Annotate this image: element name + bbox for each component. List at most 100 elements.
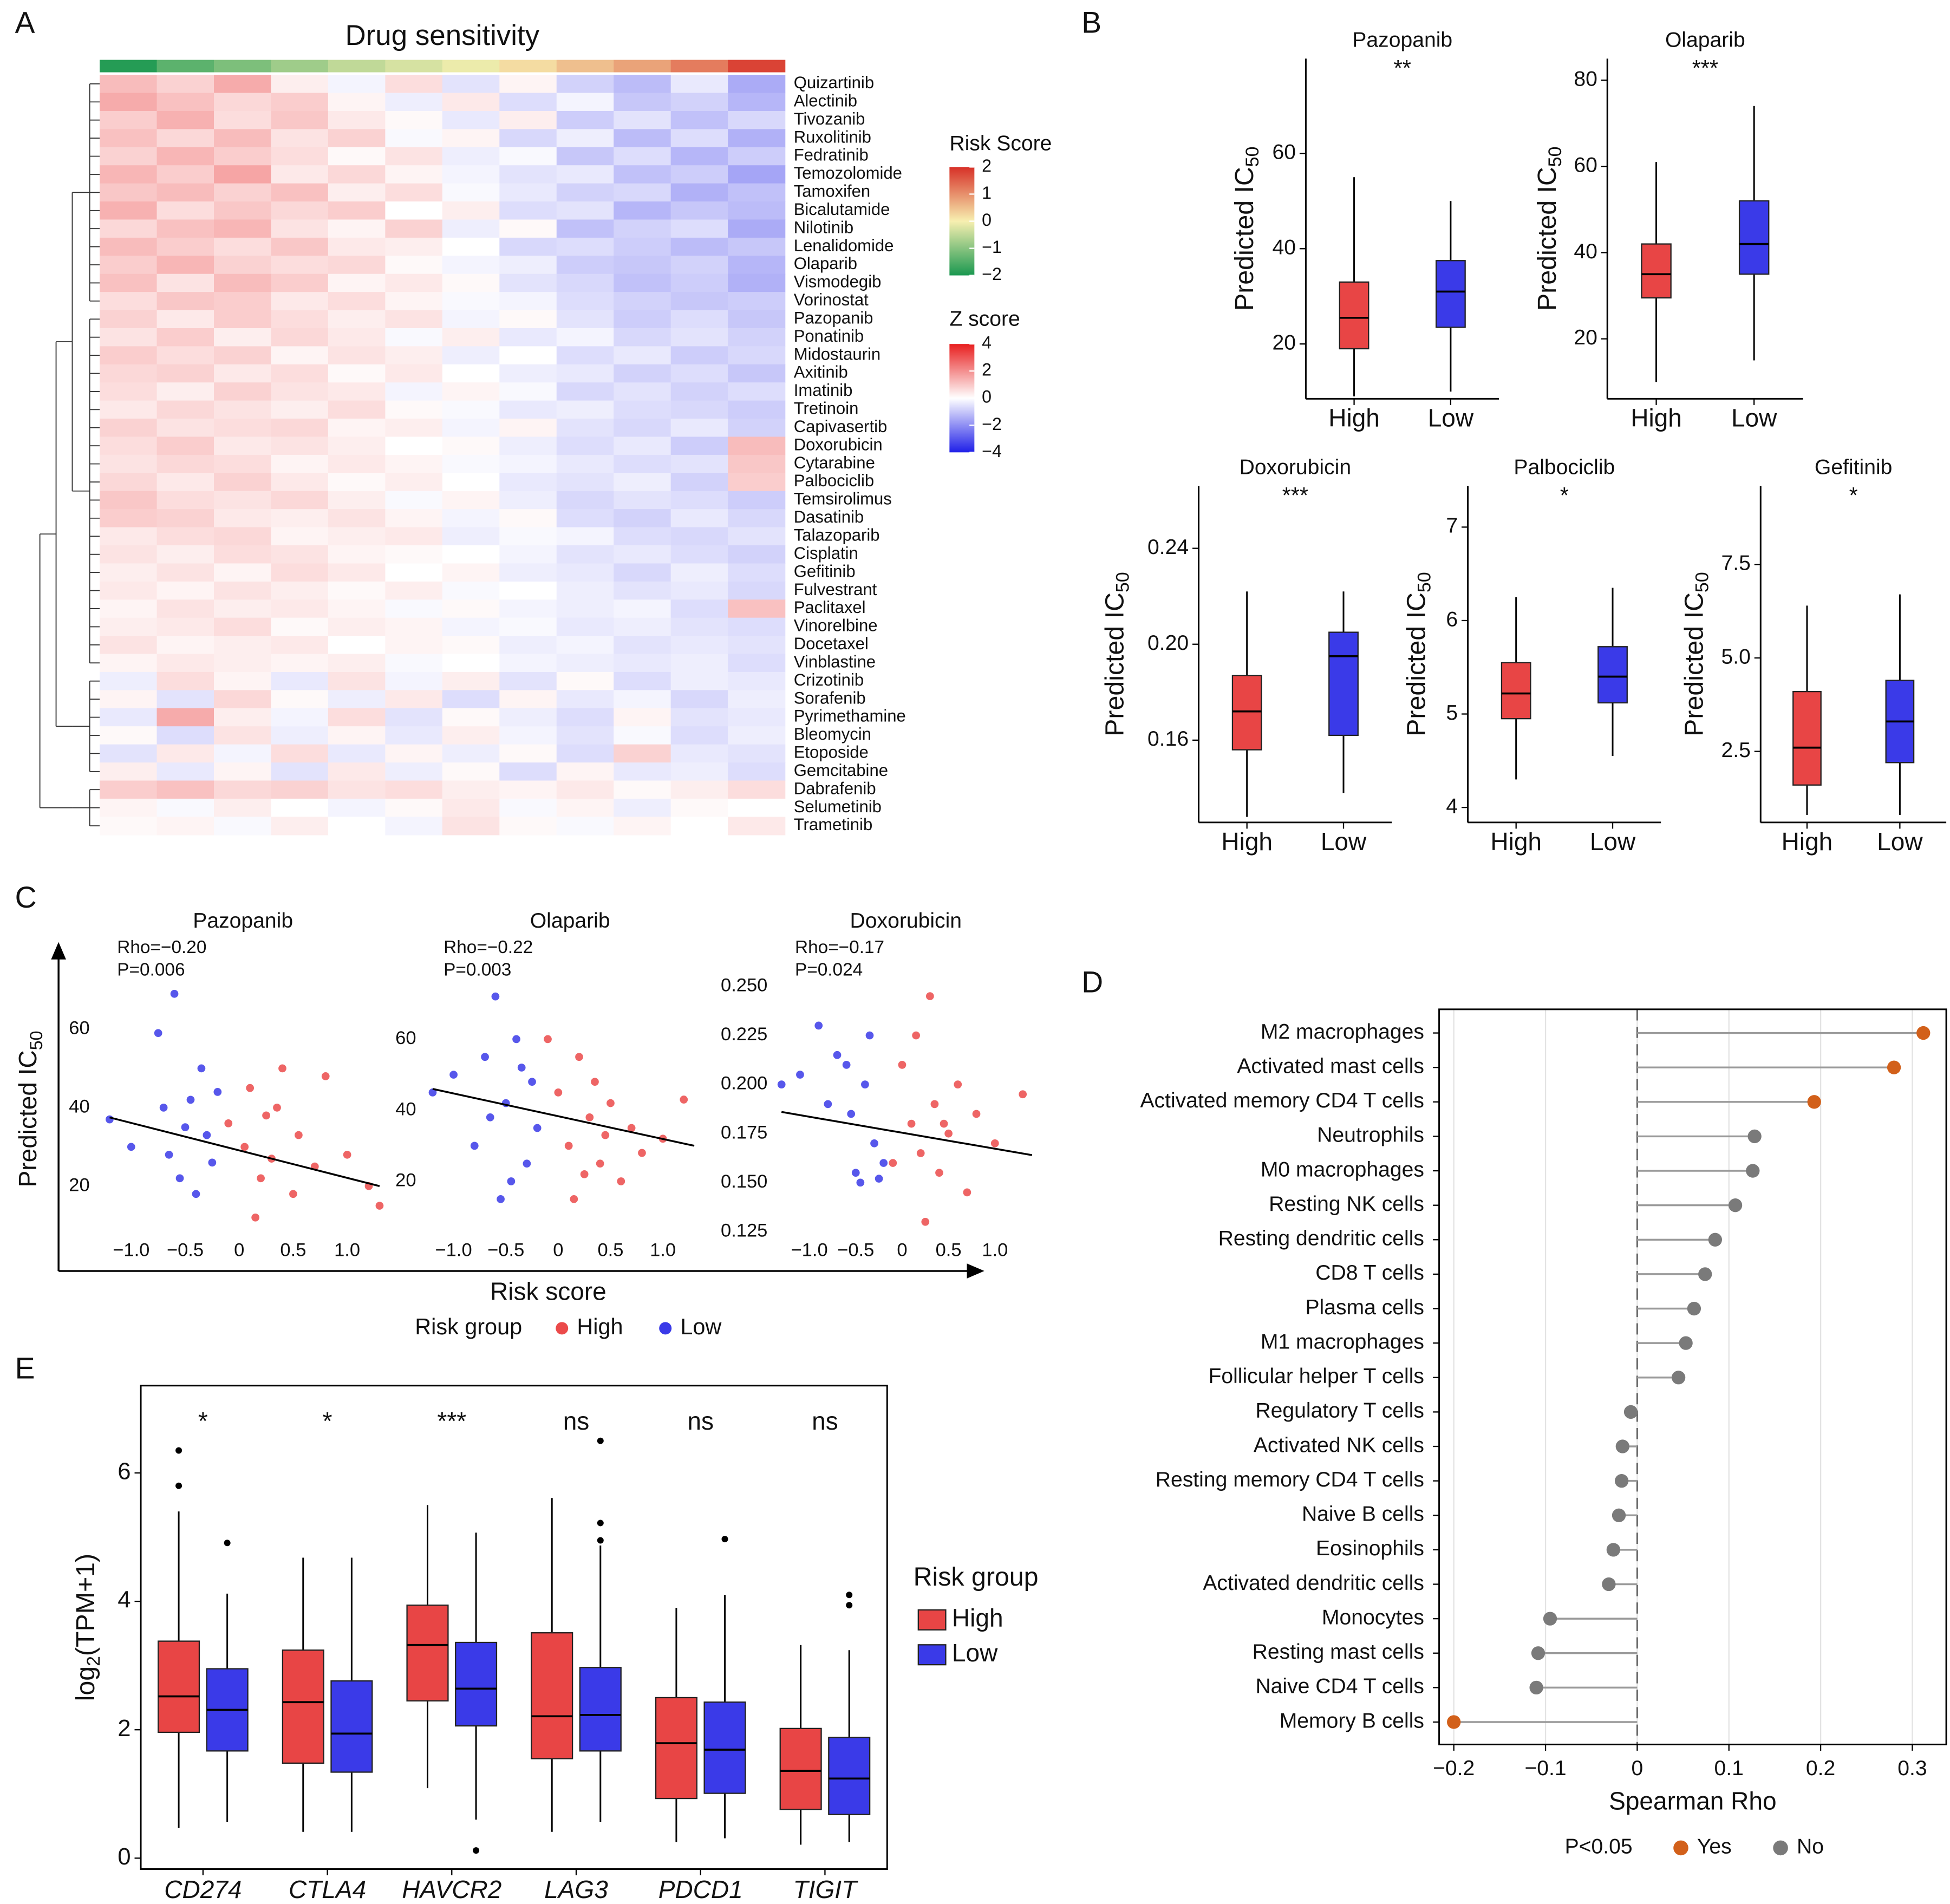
heat-cell: [670, 708, 728, 727]
x-tick-label: 0: [553, 1240, 563, 1260]
heat-cell: [728, 75, 786, 94]
heat-cell: [614, 563, 671, 582]
heat-cell: [213, 654, 272, 673]
heat-cell: [385, 147, 443, 166]
significance: ns: [812, 1407, 838, 1435]
heat-cell: [100, 93, 158, 112]
heat-cell: [385, 93, 443, 112]
heat-cell: [556, 165, 614, 184]
heat-cell: [213, 256, 272, 275]
row-label: Pazopanib: [794, 308, 873, 327]
y-axis-label-part: Predicted IC: [1230, 167, 1259, 311]
x-tick-label: CD274: [164, 1875, 242, 1903]
heat-cell: [442, 93, 500, 112]
point: [564, 1142, 573, 1150]
heat-cell: [499, 726, 557, 745]
heat-cell: [614, 654, 671, 673]
point: [106, 1115, 114, 1124]
heat-cell: [499, 563, 557, 582]
heat-cell: [442, 690, 500, 709]
legend-marker: [1773, 1840, 1788, 1856]
heat-cell: [100, 273, 158, 292]
heat-cell: [556, 129, 614, 148]
heat-cell: [442, 491, 500, 510]
outlier: [175, 1447, 182, 1454]
y-tick-label: Activated memory CD4 T cells: [1140, 1089, 1424, 1112]
point: [777, 1080, 786, 1088]
heat-cell: [385, 310, 443, 329]
heat-cell: [328, 654, 386, 673]
heat-cell: [328, 147, 386, 166]
heat-cell: [156, 671, 214, 691]
heat-cell: [499, 527, 557, 546]
heat-cell: [328, 690, 386, 709]
row-label: Selumetinib: [794, 797, 882, 816]
heat-cell: [556, 726, 614, 745]
heat-cell: [442, 545, 500, 564]
dot: [1623, 1405, 1638, 1419]
y-tick-label: 40: [1272, 236, 1296, 259]
heat-cell: [499, 436, 557, 455]
x-tick-label: TIGIT: [793, 1875, 858, 1903]
risk-cell: [670, 60, 728, 73]
y-axis-label: Predicted IC50: [1230, 147, 1263, 311]
heat-cell: [328, 509, 386, 528]
heat-cell: [614, 545, 671, 564]
point: [851, 1169, 860, 1177]
row-label: Ponatinib: [794, 327, 864, 345]
x-tick-label: 0.5: [280, 1240, 306, 1260]
heat-cell: [556, 563, 614, 582]
heat-cell: [156, 491, 214, 510]
y-axis-label: Predicted IC50: [1100, 572, 1133, 736]
x-tick-label: 1.0: [650, 1240, 676, 1260]
x-tick-label: −0.2: [1433, 1757, 1475, 1780]
row-label: Cytarabine: [794, 453, 875, 472]
x-tick-label: −1.0: [791, 1240, 828, 1260]
chart-title: Olaparib: [530, 909, 610, 933]
y-axis-label-part: log: [71, 1666, 100, 1701]
heat-cell: [670, 382, 728, 401]
heat-cell: [385, 110, 443, 130]
heat-cell: [728, 636, 786, 655]
heat-cell: [156, 726, 214, 745]
row-label: Gefitinib: [794, 562, 856, 581]
heat-cell: [213, 491, 272, 510]
box: [703, 1701, 746, 1794]
heat-cell: [556, 690, 614, 709]
y-tick-label: 0: [118, 1843, 131, 1870]
heat-cell: [100, 256, 158, 275]
y-tick-label: M2 macrophages: [1261, 1020, 1424, 1044]
heat-cell: [213, 636, 272, 655]
x-tick-label: 1.0: [334, 1240, 360, 1260]
point: [528, 1078, 536, 1086]
y-tick-label: Plasma cells: [1305, 1296, 1424, 1319]
heat-cell: [328, 581, 386, 600]
heat-cell: [442, 798, 500, 817]
heat-cell: [670, 201, 728, 220]
box: [406, 1605, 449, 1702]
point: [814, 1021, 823, 1030]
dot: [1746, 1164, 1760, 1178]
heat-cell: [271, 744, 329, 763]
y-tick-label: 40: [395, 1099, 416, 1119]
heat-cell: [271, 419, 329, 438]
frame: [140, 1385, 888, 1870]
heat-cell: [442, 310, 500, 329]
dot: [1887, 1060, 1901, 1074]
heat-cell: [328, 93, 386, 112]
heat-cell: [614, 183, 671, 202]
significance: ns: [563, 1407, 590, 1435]
heat-cell: [156, 509, 214, 528]
heat-cell: [614, 165, 671, 184]
heat-cell: [442, 473, 500, 492]
heat-cell: [156, 817, 214, 836]
heat-cell: [271, 110, 329, 130]
heat-cell: [556, 581, 614, 600]
heat-cell: [385, 237, 443, 257]
heat-cell: [385, 382, 443, 401]
y-tick-label: 0.175: [721, 1122, 767, 1143]
heat-cell: [385, 364, 443, 383]
y-tick-label: 20: [1272, 331, 1296, 355]
heat-cell: [728, 671, 786, 691]
heat-cell: [213, 310, 272, 329]
